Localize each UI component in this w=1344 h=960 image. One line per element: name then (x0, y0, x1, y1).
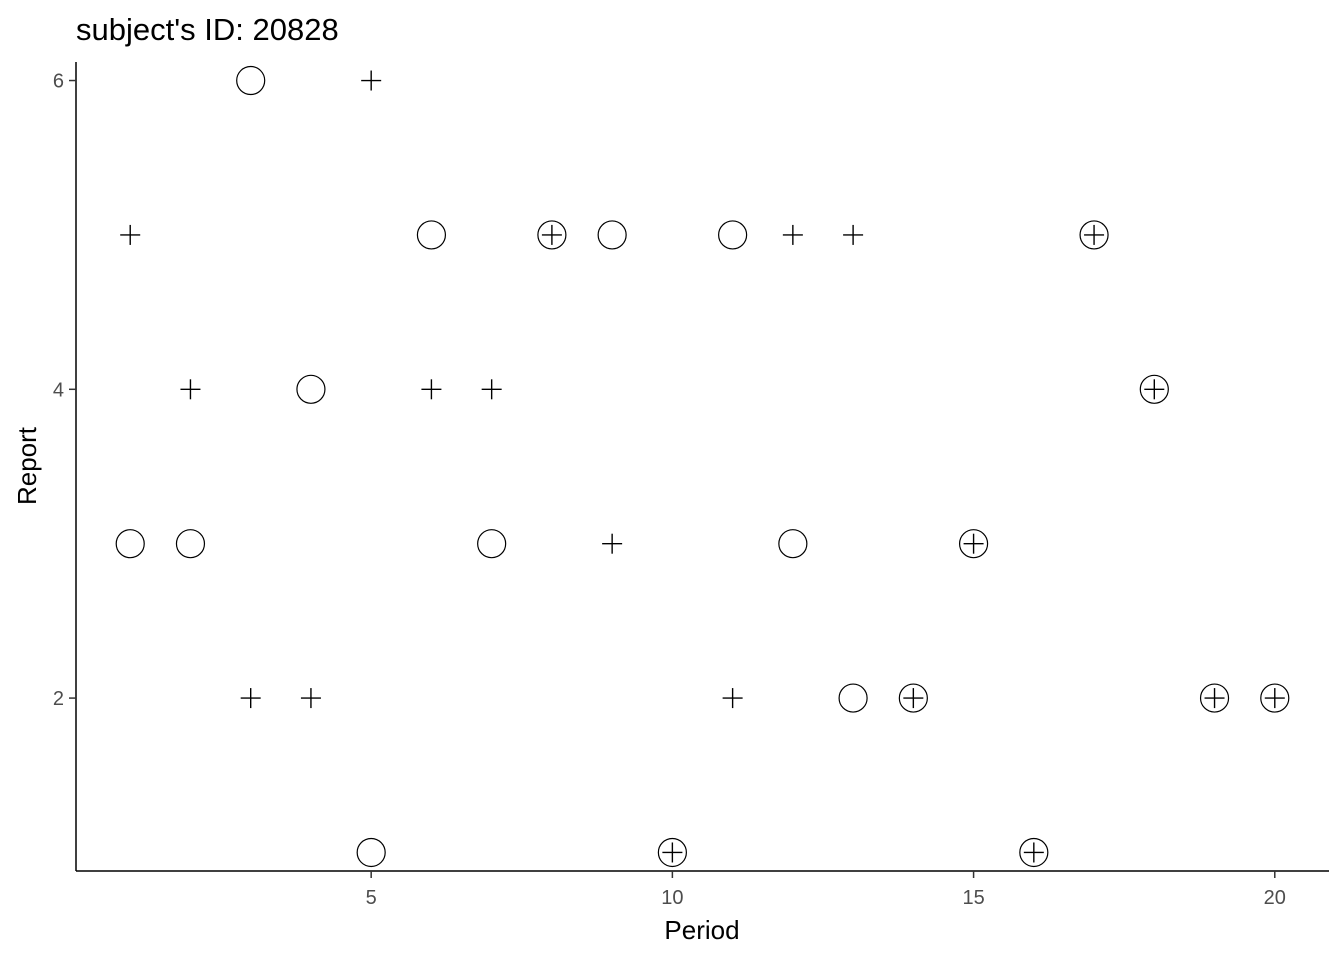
circle-point (1199, 683, 1230, 713)
x-tick-label: 5 (366, 887, 377, 909)
x-tick-label: 20 (1264, 887, 1286, 909)
plus-point (903, 688, 924, 709)
plus-point (662, 842, 683, 863)
plus-point (1084, 224, 1105, 245)
circle-point (718, 220, 748, 250)
plus-point (722, 688, 743, 709)
circle-point (838, 683, 868, 713)
plus-point (300, 688, 321, 709)
plus-point (240, 688, 261, 709)
circle-point (778, 529, 808, 559)
circle-point (477, 529, 507, 559)
circle-point (236, 65, 266, 96)
axis-ticks: 5 10 15 20 2 4 6 (53, 71, 1286, 909)
circle-point (416, 220, 447, 250)
plot-area: 5 10 15 20 2 4 6 (53, 62, 1329, 909)
y-axis-label: Report (12, 426, 42, 505)
x-tick-label: 15 (962, 887, 984, 909)
circle-point (537, 220, 567, 250)
y-tick-label: 6 (53, 71, 64, 93)
plus-point (361, 70, 382, 91)
y-tick-label: 2 (53, 688, 64, 710)
circle-point (1260, 683, 1290, 713)
y-tick-label: 4 (53, 379, 64, 401)
circle-point (175, 529, 206, 559)
circle-point (1139, 374, 1169, 404)
circle-point (1019, 837, 1049, 868)
plus-point (782, 224, 803, 245)
circle-point (597, 220, 627, 250)
x-tick-label: 10 (661, 887, 683, 909)
plus-point (602, 533, 623, 554)
plus-point (1264, 688, 1285, 709)
plus-point (963, 533, 984, 554)
circle-point (296, 374, 326, 404)
plus-point (481, 379, 502, 400)
chart-title: subject's ID: 20828 (76, 12, 339, 47)
plus-point (1204, 688, 1225, 709)
plus-point (1144, 379, 1165, 400)
circle-point (115, 529, 145, 559)
circle-point (356, 837, 386, 868)
circle-point (898, 683, 928, 713)
plus-point (120, 224, 141, 245)
plus-point (1023, 842, 1044, 863)
circle-point (1079, 220, 1109, 250)
plus-point (421, 379, 442, 400)
plus-point (180, 379, 201, 400)
circle-point (958, 529, 989, 559)
data-points (115, 65, 1290, 868)
x-axis-label: Period (664, 915, 739, 945)
plus-point (541, 224, 562, 245)
plus-point (843, 224, 864, 245)
circle-point (657, 837, 687, 868)
